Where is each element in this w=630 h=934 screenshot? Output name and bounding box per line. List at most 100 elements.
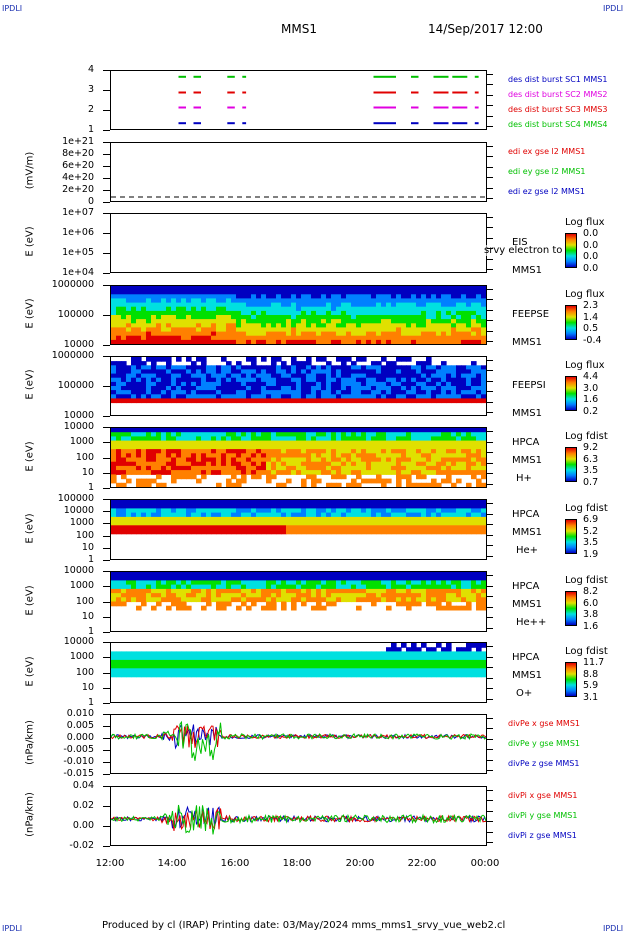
spectrogram-cell [306,335,312,341]
instrument-label: H+ [516,473,532,484]
spectrogram-cell [391,361,397,366]
spectrogram-cell [471,302,477,308]
spectrogram-cell [191,457,197,463]
spectrogram-cell [286,512,292,518]
spectrogram-cell [271,323,277,328]
spectrogram-cell [226,298,232,304]
spectrogram-cell [216,470,222,475]
spectrogram-cell [161,302,167,308]
spectrogram-cell [276,323,282,328]
spectrogram-cell [111,432,117,437]
spectrogram-cell [266,398,272,404]
spectrogram-cell [136,580,142,586]
spectrogram-cell [406,323,412,328]
spectrogram-cell [301,572,307,577]
spectrogram-cell [331,597,337,603]
spectrogram-cell [296,298,302,304]
spectrogram-cell [136,386,142,391]
spectrogram-cell [286,369,292,375]
spectrogram-cell [216,444,222,450]
spectrogram-cell [151,327,157,333]
spectrogram-cell [146,668,152,674]
spectrogram-cell [466,323,472,328]
spectrogram-cell [306,512,312,518]
spectrogram-cell [221,327,227,333]
spectrogram-cell [451,508,457,514]
spectrogram-cell [311,516,317,522]
right-tick-mark [487,534,493,536]
spectrogram-cell [191,428,197,433]
spectrogram-cell [141,516,147,522]
spectrogram-cell [356,381,362,387]
spectrogram-cell [296,525,302,531]
spectrogram-cell [231,664,237,669]
spectrogram-cell [451,306,457,312]
spectrogram-cell [381,529,387,535]
spectrogram-cell [366,432,372,437]
spectrogram-cell [191,315,197,320]
y-tick-label: 4e+20 [62,172,94,183]
spectrogram-cell [161,335,167,341]
spectrogram-cell [136,331,142,337]
spectrogram-cell [241,286,247,291]
spectrogram-cell [151,664,157,669]
spectrogram-cell [351,508,357,514]
spectrogram-cell [361,306,367,312]
spectrogram-cell [196,465,202,471]
spectrogram-cell [346,369,352,375]
right-tick-mark [487,831,493,833]
spectrogram-cell [116,470,122,475]
spectrogram-cell [166,428,172,433]
spectrogram-cell [186,588,192,594]
y-tick-label: 10 [81,610,94,622]
spectrogram-cell [291,339,297,344]
spectrogram-cell [206,306,212,312]
spectrogram-cell [176,449,182,454]
colorbar-title: Log fdist [565,503,608,514]
spectrogram-cell [251,664,257,669]
right-tick-mark [487,770,493,771]
spectrogram-cell [171,597,177,603]
spectrogram-cell [361,357,367,362]
spectrogram-cell [411,593,417,598]
spectrogram-cell [341,319,347,324]
series-line [111,720,486,761]
spectrogram-cell [436,398,442,404]
spectrogram-cell [181,597,187,603]
spectrogram-cell [276,440,282,446]
spectrogram-cell [236,500,242,505]
spectrogram-cell [391,647,397,652]
spectrogram-cell [306,444,312,450]
spectrogram-cell [411,465,417,471]
spectrogram-cell [176,331,182,337]
spectrogram-cell [216,315,222,320]
spectrogram-cell [386,453,392,459]
spectrogram-cell [216,584,222,590]
spectrogram-cell [286,286,292,291]
spectrogram-cell [301,298,307,304]
spectrogram-cell [141,306,147,312]
right-tick-mark [487,198,493,199]
spectrogram-cell [136,310,142,316]
spectrogram-cell [286,504,292,509]
spectrogram-cell [431,294,437,299]
spectrogram-cell [181,465,187,471]
spectrogram-cell [131,504,137,509]
spectrogram-cell [361,516,367,522]
spectrogram-cell [346,444,352,450]
spectrogram-cell [371,529,377,535]
spectrogram-cell [141,529,147,535]
panel-hpca-he [110,499,487,560]
spectrogram-cell [291,361,297,366]
spectrogram-cell [236,361,242,366]
spectrogram-cell [161,428,167,433]
spectrogram-cell [266,659,272,665]
spectrogram-cell [446,470,452,475]
spectrogram-cell [466,651,472,657]
spectrogram-cell [196,377,202,383]
spectrogram-cell [166,597,172,603]
spectrogram-cell [251,572,257,577]
spectrogram-cell [481,588,486,594]
spectrogram-cell [386,478,392,484]
spectrogram-cell [416,474,422,480]
